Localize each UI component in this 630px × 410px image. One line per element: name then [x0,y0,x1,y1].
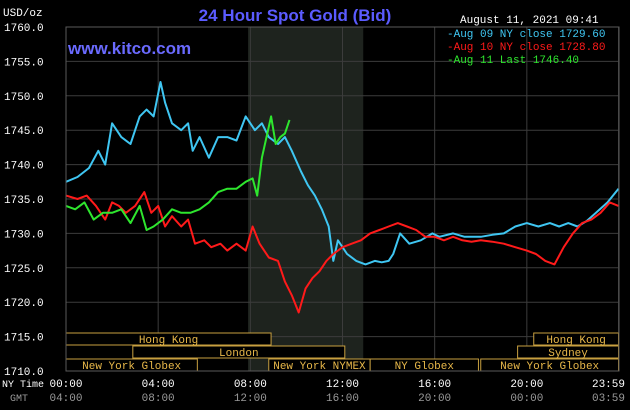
market-session-bars: Hong Kong London New York Globex New York N… [65,332,620,373]
y-tick-label: 1715.0 [4,333,44,345]
series-line [65,191,619,314]
y-unit-label: USD/oz [3,8,43,20]
series-line [65,81,620,266]
session-label: New York NYMEX [273,361,366,373]
session-bar: NY Globex [369,358,479,373]
x-tick-label-ny: 00:00 [49,379,82,391]
session-label: New York Globex [500,361,599,373]
y-tick-label: 1735.0 [4,195,44,207]
chart-title: 24 Hour Spot Gold (Bid) [199,6,392,25]
legend-entry: -Aug 09 NY close 1729.60 [447,29,605,41]
x-row-label-gmt: GMT [10,394,28,405]
x-tick-label-gmt: 00:00 [510,393,543,405]
series-line [65,115,291,231]
x-tick-label-gmt: 08:00 [142,393,175,405]
session-bar: New York Globex [65,358,198,373]
plot-frame [65,26,620,372]
x-tick-label-gmt: 20:00 [418,393,451,405]
session-label: Hong Kong [139,335,198,347]
session-bar: New York Globex [480,358,620,373]
y-tick-label: 1740.0 [4,161,44,173]
legend-entry: -Aug 10 NY close 1728.80 [447,42,605,54]
y-tick-label: 1720.0 [4,298,44,310]
session-bar: Hong Kong [65,332,272,347]
y-tick-label: 1710.0 [4,367,44,379]
x-axis-ticks: 00:00 04:00 04:00 08:00 08:00 12:00 12:00 16:00… [49,379,625,405]
session-bar: Hong Kong [533,332,620,347]
x-tick-label-ny: 23:59 [592,379,625,391]
session-label: NY Globex [395,361,455,373]
y-tick-label: 1755.0 [4,57,44,69]
x-tick-label-gmt: 16:00 [326,393,359,405]
session-label: Sydney [548,348,588,360]
session-label: London [219,348,259,360]
kitco-watermark: www.kitco.com [67,39,191,58]
y-tick-label: 1760.0 [4,23,44,35]
x-row-label-ny: NY Time [2,379,44,391]
session-bar: Sydney [517,345,620,360]
session-bar: London [132,345,346,360]
x-tick-label-gmt: 03:59 [592,393,625,405]
legend-entry: -Aug 11 Last 1746.40 [447,55,579,67]
session-label: New York Globex [82,361,181,373]
chart-legend: -Aug 09 NY close 1729.60-Aug 10 NY close… [447,29,605,67]
x-tick-label-ny: 16:00 [418,379,451,391]
y-tick-label: 1730.0 [4,229,44,241]
x-tick-label-ny: 12:00 [326,379,359,391]
y-tick-label: 1725.0 [4,264,44,276]
y-tick-label: 1745.0 [4,126,44,138]
chart-date: August 11, 2021 09:41 [460,15,599,27]
session-label: Hong Kong [546,335,605,347]
x-tick-label-ny: 08:00 [234,379,267,391]
y-tick-label: 1750.0 [4,92,44,104]
chart-series-group [65,81,620,314]
y-axis-ticks: 1760.0 1755.0 1750.0 1745.0 1740.0 1735.0 1730… [4,23,44,379]
x-tick-label-ny: 20:00 [510,379,543,391]
x-tick-label-ny: 04:00 [142,379,175,391]
x-tick-label-gmt: 04:00 [49,393,82,405]
x-tick-label-gmt: 12:00 [234,393,267,405]
